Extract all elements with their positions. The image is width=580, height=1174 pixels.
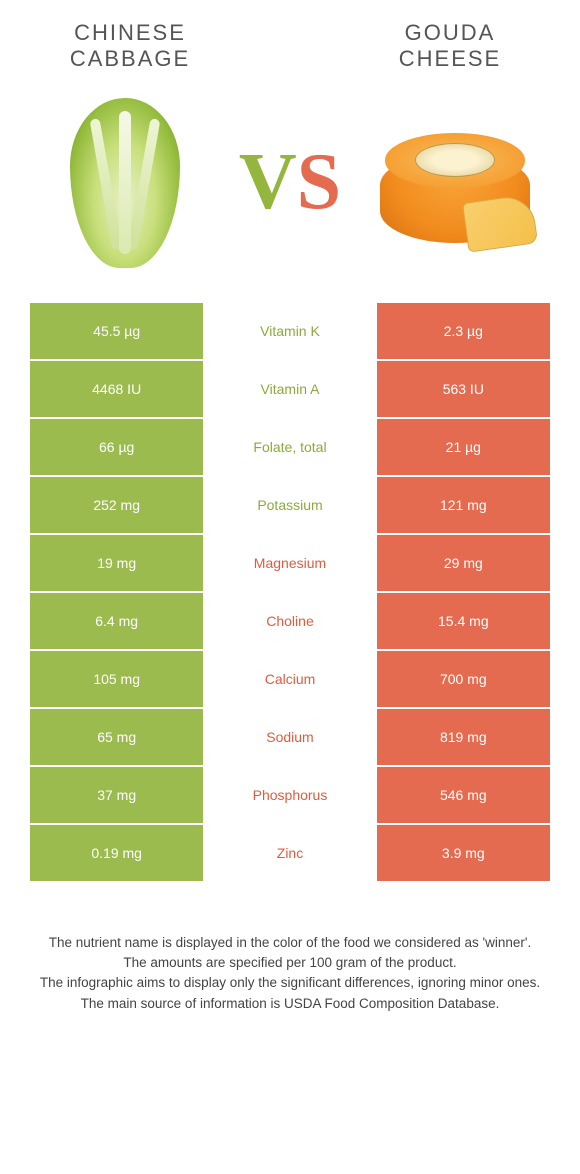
table-row: 19 mgMagnesium29 mg [30,535,550,593]
cell-left-value: 105 mg [30,651,203,707]
cell-right-value: 121 mg [377,477,550,533]
cell-left-value: 19 mg [30,535,203,591]
table-row: 105 mgCalcium700 mg [30,651,550,709]
cell-left-value: 252 mg [30,477,203,533]
cell-nutrient-label: Calcium [203,651,376,707]
cell-right-value: 546 mg [377,767,550,823]
header: Chinese cabbage Gouda cheese [0,0,580,83]
footer-notes: The nutrient name is displayed in the co… [0,883,580,1034]
footer-line1: The nutrient name is displayed in the co… [30,933,550,953]
footer-line4: The main source of information is USDA F… [30,994,550,1014]
table-row: 65 mgSodium819 mg [30,709,550,767]
table-row: 45.5 µgVitamin K2.3 µg [30,303,550,361]
cell-right-value: 3.9 mg [377,825,550,881]
food-left-line2: cabbage [70,46,190,71]
vs-label: VS [239,137,341,228]
cell-nutrient-label: Vitamin K [203,303,376,359]
nutrient-table: 45.5 µgVitamin K2.3 µg4468 IUVitamin A56… [30,303,550,883]
table-row: 66 µgFolate, total21 µg [30,419,550,477]
footer-line3: The infographic aims to display only the… [30,973,550,993]
cell-left-value: 4468 IU [30,361,203,417]
table-row: 4468 IUVitamin A563 IU [30,361,550,419]
cell-left-value: 45.5 µg [30,303,203,359]
cell-left-value: 65 mg [30,709,203,765]
table-row: 6.4 mgCholine15.4 mg [30,593,550,651]
cell-nutrient-label: Phosphorus [203,767,376,823]
cell-nutrient-label: Choline [203,593,376,649]
cell-right-value: 15.4 mg [377,593,550,649]
cell-nutrient-label: Potassium [203,477,376,533]
cell-nutrient-label: Folate, total [203,419,376,475]
cell-right-value: 29 mg [377,535,550,591]
gouda-image [380,93,530,273]
cell-left-value: 0.19 mg [30,825,203,881]
cell-left-value: 66 µg [30,419,203,475]
food-left-line1: Chinese [74,20,186,45]
footer-line2: The amounts are specified per 100 gram o… [30,953,550,973]
cell-nutrient-label: Zinc [203,825,376,881]
cell-right-value: 700 mg [377,651,550,707]
cell-right-value: 2.3 µg [377,303,550,359]
images-row: VS [0,83,580,303]
cell-left-value: 6.4 mg [30,593,203,649]
cell-left-value: 37 mg [30,767,203,823]
food-right-title: Gouda cheese [360,20,540,73]
table-row: 252 mgPotassium121 mg [30,477,550,535]
cell-nutrient-label: Magnesium [203,535,376,591]
food-right-line2: cheese [399,46,501,71]
cell-right-value: 819 mg [377,709,550,765]
cell-nutrient-label: Vitamin A [203,361,376,417]
table-row: 37 mgPhosphorus546 mg [30,767,550,825]
cell-right-value: 563 IU [377,361,550,417]
cell-right-value: 21 µg [377,419,550,475]
food-right-line1: Gouda [405,20,496,45]
cabbage-image [50,93,200,273]
table-row: 0.19 mgZinc3.9 mg [30,825,550,883]
food-left-title: Chinese cabbage [40,20,220,73]
cell-nutrient-label: Sodium [203,709,376,765]
